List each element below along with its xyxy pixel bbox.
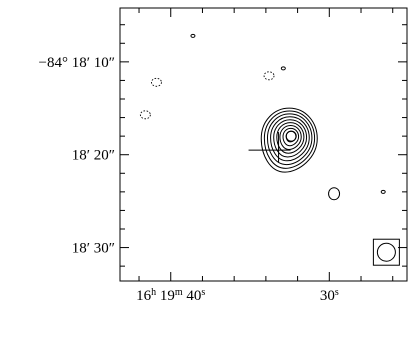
source-contour-level <box>263 110 316 169</box>
beam-box <box>372 238 400 266</box>
x-tick-label: 16h 19m 40s <box>136 287 205 305</box>
plot-frame <box>119 7 408 282</box>
positive-contour <box>280 66 286 71</box>
markers <box>248 132 400 266</box>
source-contour-level <box>266 113 313 166</box>
y-tick-labels: −84° 18′ 10″ 18′ 20″ 18′ 30″ <box>39 55 116 257</box>
positive-contour <box>380 189 386 194</box>
axis-ticks <box>120 8 407 281</box>
negative-contour <box>139 110 151 120</box>
source-contour-level <box>276 122 305 154</box>
negative-contour <box>263 71 275 81</box>
source-contour-level <box>260 107 318 173</box>
negative-contour <box>151 77 162 87</box>
minor-contours <box>139 33 386 201</box>
y-tick-label: 18′ 20″ <box>72 148 115 164</box>
source-contour-level <box>270 116 310 162</box>
source-contour-level <box>273 119 308 158</box>
x-tick-labels: 16h 19m 40s 30s <box>136 287 339 305</box>
source-contour-level <box>279 124 302 150</box>
positive-contour <box>190 33 196 38</box>
x-tick-label: 30s <box>320 287 339 305</box>
source-contour-level <box>282 127 300 147</box>
y-tick-label: 18′ 30″ <box>72 241 115 257</box>
source-contours <box>260 107 318 173</box>
beam-ellipse <box>376 242 396 262</box>
positive-contour <box>328 187 341 201</box>
y-tick-label: −84° 18′ 10″ <box>39 55 116 71</box>
source-peak-contour <box>285 130 297 142</box>
